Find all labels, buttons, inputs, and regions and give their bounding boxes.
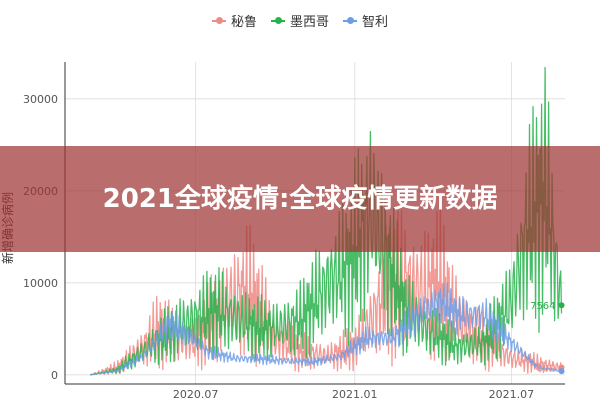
legend: 秘鲁 墨西哥 智利 [0,11,600,30]
y-tick-label: 0 [51,369,58,382]
legend-item-peru[interactable]: 秘鲁 [211,11,257,30]
legend-label-peru: 秘鲁 [230,15,257,30]
x-tick-label: 2021.07 [489,388,535,400]
banner-title: 2021全球疫情:全球疫情更新数据 [102,184,498,214]
series-layer [89,66,565,376]
series-end-point [558,368,565,375]
legend-item-chile[interactable]: 智利 [343,11,388,30]
y-tick-label: 30000 [23,93,58,106]
legend-label-mexico: 墨西哥 [289,15,329,30]
y-tick-label: 10000 [23,277,58,290]
legend-label-chile: 智利 [362,15,389,30]
series-end-point [558,302,565,309]
legend-item-mexico[interactable]: 墨西哥 [270,11,329,30]
x-tick-label: 2020.07 [173,388,219,400]
series-end-label: 7564 [530,301,555,312]
legend-swatch-peru [211,16,226,26]
x-tick-label: 2021.01 [332,388,378,400]
title-banner: 2021全球疫情:全球疫情更新数据 [0,146,600,252]
legend-swatch-mexico [270,16,285,26]
series-line [90,282,562,376]
series-line [89,66,563,376]
series-end-label: 800 [536,363,555,374]
legend-swatch-chile [343,16,357,26]
